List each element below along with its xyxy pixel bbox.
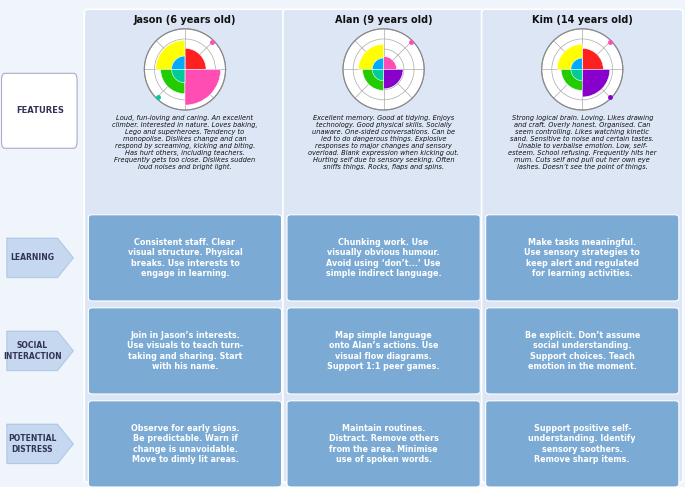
Circle shape — [145, 29, 225, 110]
Wedge shape — [358, 44, 384, 70]
Polygon shape — [7, 424, 73, 464]
Text: Consistent staff. Clear
visual structure. Physical
breaks. Use interests to
enga: Consistent staff. Clear visual structure… — [127, 238, 242, 278]
Wedge shape — [362, 70, 384, 91]
Text: Maintain routines.
Distract. Remove others
from the area. Minimise
use of spoken: Maintain routines. Distract. Remove othe… — [329, 424, 438, 464]
Wedge shape — [372, 70, 384, 81]
Text: POTENTIAL
DISTRESS: POTENTIAL DISTRESS — [8, 434, 56, 453]
Text: FEATURES: FEATURES — [16, 106, 64, 115]
Text: Strong logical brain. Loving. Likes drawing
and craft. Overly honest. Organised.: Strong logical brain. Loving. Likes draw… — [508, 114, 656, 170]
Circle shape — [542, 29, 623, 110]
Text: Chunking work. Use
visually obvious humour.
Avoid using ‘don’t...’ Use
simple in: Chunking work. Use visually obvious humo… — [326, 238, 441, 278]
Text: Jason (6 years old): Jason (6 years old) — [134, 15, 236, 25]
Wedge shape — [571, 58, 582, 70]
Polygon shape — [7, 331, 73, 371]
Text: Join in Jason’s interests.
Use visuals to teach turn-
taking and sharing. Start
: Join in Jason’s interests. Use visuals t… — [127, 331, 243, 371]
Wedge shape — [557, 44, 582, 70]
Wedge shape — [561, 70, 582, 91]
Wedge shape — [582, 70, 610, 97]
Wedge shape — [372, 58, 384, 70]
Text: Map simple language
onto Alan’s actions. Use
visual flow diagrams.
Support 1:1 p: Map simple language onto Alan’s actions.… — [327, 331, 440, 371]
Wedge shape — [155, 40, 185, 70]
Wedge shape — [160, 70, 185, 94]
FancyBboxPatch shape — [1, 74, 77, 148]
Text: SOCIAL
INTERACTION: SOCIAL INTERACTION — [3, 341, 62, 360]
Text: LEARNING: LEARNING — [10, 253, 54, 262]
Wedge shape — [171, 70, 185, 83]
Text: Kim (14 years old): Kim (14 years old) — [532, 15, 633, 25]
Text: Support positive self-
understanding. Identify
sensory soothers.
Remove sharp it: Support positive self- understanding. Id… — [528, 424, 636, 464]
Text: Excellent memory. Good at tidying. Enjoys
technology. Good physical skills. Soci: Excellent memory. Good at tidying. Enjoy… — [308, 114, 459, 170]
Text: Make tasks meaningful.
Use sensory strategies to
keep alert and regulated
for le: Make tasks meaningful. Use sensory strat… — [525, 238, 640, 278]
Wedge shape — [384, 56, 397, 70]
Polygon shape — [7, 238, 73, 278]
Wedge shape — [171, 56, 185, 70]
Wedge shape — [582, 48, 603, 70]
Text: Loud, fun-loving and caring. An excellent
climber. Interested in nature. Loves b: Loud, fun-loving and caring. An excellen… — [112, 114, 258, 170]
Wedge shape — [384, 70, 403, 89]
Wedge shape — [185, 48, 206, 70]
Wedge shape — [185, 70, 221, 105]
Text: Alan (9 years old): Alan (9 years old) — [335, 15, 432, 25]
Text: Observe for early signs.
Be predictable. Warn if
change is unavoidable.
Move to : Observe for early signs. Be predictable.… — [131, 424, 239, 464]
Wedge shape — [571, 70, 582, 81]
Text: Be explicit. Don’t assume
social understanding.
Support choices. Teach
emotion i: Be explicit. Don’t assume social underst… — [525, 331, 640, 371]
Circle shape — [343, 29, 424, 110]
